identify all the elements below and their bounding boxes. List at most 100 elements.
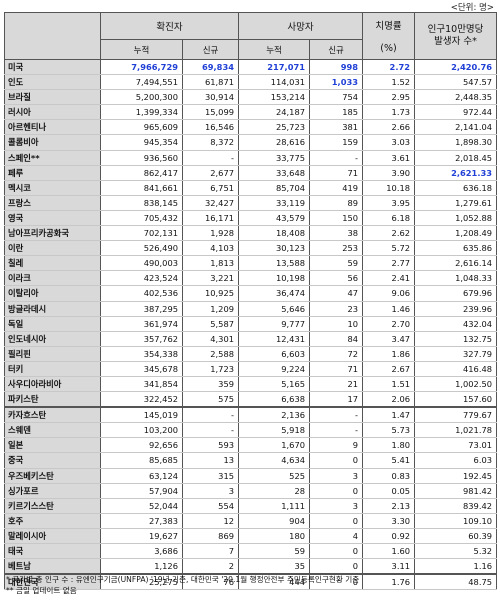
per100k-cell: 1,048.33 bbox=[414, 270, 498, 287]
table-row: 인도 7,494,551 61,871 114,031 1,033 1.52 547.57 bbox=[4, 74, 498, 91]
country-cell: 이란 bbox=[4, 240, 101, 257]
per100k-cell: 2,621.33 bbox=[414, 165, 498, 181]
deaths-new-cell: 0 bbox=[309, 513, 364, 529]
confirmed-cumulative-cell: 841,661 bbox=[100, 180, 183, 196]
country-cell: 페루 bbox=[4, 165, 101, 181]
deaths-new-cell: 4 bbox=[309, 528, 364, 545]
deaths-cumulative-cell: 153,214 bbox=[238, 89, 311, 106]
footnote-population: * 국가별 총 인구 수 : 유엔인구기금(UNFPA) '19년 기준, 대한… bbox=[6, 575, 360, 584]
deaths-new-cell: - bbox=[309, 406, 364, 424]
table-row: 독일 361,974 5,587 9,777 10 2.70 432.04 bbox=[4, 316, 498, 332]
deaths-new-cell: 159 bbox=[309, 134, 364, 151]
confirmed-new-cell: 69,834 bbox=[181, 59, 240, 76]
country-cell: 브라질 bbox=[4, 89, 101, 106]
fatality-rate-cell: 2.41 bbox=[362, 270, 416, 287]
deaths-new-cell: 185 bbox=[309, 104, 364, 121]
confirmed-new-cell: 32,427 bbox=[181, 195, 240, 211]
confirmed-cumulative-cell: 357,762 bbox=[100, 331, 183, 347]
deaths-new-cell: 38 bbox=[309, 225, 364, 242]
per100k-cell: 192.45 bbox=[414, 468, 498, 484]
per100k-cell: 1.16 bbox=[414, 558, 498, 575]
deaths-cumulative-cell: 33,775 bbox=[238, 150, 311, 166]
deaths-cumulative-cell: 5,646 bbox=[238, 301, 311, 317]
fatality-rate-cell: 1.76 bbox=[362, 573, 416, 591]
deaths-cumulative-cell: 6,638 bbox=[238, 391, 311, 408]
fatality-rate-cell: 3.47 bbox=[362, 331, 416, 347]
confirmed-new-cell: 16,171 bbox=[181, 210, 240, 227]
confirmed-cumulative-cell: 5,200,300 bbox=[100, 89, 183, 106]
country-cell: 스웨덴 bbox=[4, 422, 101, 439]
deaths-cumulative-cell: 180 bbox=[238, 528, 311, 545]
table-row: 이라크 423,524 3,221 10,198 56 2.41 1,048.33 bbox=[4, 270, 498, 287]
country-cell: 프랑스 bbox=[4, 195, 101, 211]
deaths-new-cell: 17 bbox=[309, 391, 364, 408]
confirmed-new-cell: 575 bbox=[181, 391, 240, 408]
fatality-rate-cell: 2.77 bbox=[362, 255, 416, 272]
table-row: 스웨덴 103,200-5,918-5.73 1,021.78 bbox=[4, 422, 498, 439]
confirmed-new-cell: 76 bbox=[181, 573, 240, 591]
per100k-cell: 60.39 bbox=[414, 528, 498, 545]
table-row: 태국 3,686 7 59 0 1.60 5.32 bbox=[4, 543, 498, 560]
deaths-cumulative-cell: 2,136 bbox=[238, 406, 311, 424]
confirmed-cumulative-cell: 103,200 bbox=[100, 422, 183, 439]
table-row: 프랑스 838,145 32,427 33,119 89 3.95 1,279.61 bbox=[4, 195, 498, 211]
confirmed-new-cell: 61,871 bbox=[181, 74, 240, 91]
deaths-new-cell: 0 bbox=[309, 573, 364, 591]
country-cell: 대한민국 bbox=[4, 573, 101, 591]
confirmed-new-cell: 1,813 bbox=[181, 255, 240, 272]
fatality-rate-cell: 3.61 bbox=[362, 150, 416, 166]
confirmed-cumulative-cell: 85,685 bbox=[100, 452, 183, 469]
confirmed-new-cell: 315 bbox=[181, 468, 240, 484]
confirmed-new-cell: 4,301 bbox=[181, 331, 240, 347]
per100k-cell: 109.10 bbox=[414, 513, 498, 529]
confirmed-new-cell: 16,546 bbox=[181, 119, 240, 136]
confirmed-cumulative-cell: 63,124 bbox=[100, 468, 183, 484]
confirmed-new-cell: 13 bbox=[181, 452, 240, 469]
confirmed-cumulative-cell: 7,494,551 bbox=[100, 74, 183, 91]
table-row: 키르기스스탄 52,044 554 1,111 3 2.13 839.42 bbox=[4, 498, 498, 514]
table-row: 우즈베키스탄 63,124 315 525 3 0.83 192.45 bbox=[4, 468, 498, 484]
confirmed-cumulative-header: 누적 bbox=[100, 39, 183, 60]
table-row: 미국 7,966,729 69,834 217,071 998 2.72 2,420.76 bbox=[4, 59, 498, 76]
footnote-no-update: ** 금일 업데이트 없음 bbox=[6, 586, 77, 595]
deaths-cumulative-cell: 43,579 bbox=[238, 210, 311, 227]
deaths-cumulative-cell: 114,031 bbox=[238, 74, 311, 91]
deaths-cumulative-cell: 5,165 bbox=[238, 376, 311, 393]
fatality-rate-cell: 2.95 bbox=[362, 89, 416, 106]
footnotes: * 국가별 총 인구 수 : 유엔인구기금(UNFPA) '19년 기준, 대한… bbox=[6, 574, 359, 596]
per100k-cell: 779.67 bbox=[414, 406, 498, 424]
country-cell: 키르기스스탄 bbox=[4, 498, 101, 514]
deaths-cumulative-cell: 1,111 bbox=[238, 498, 311, 514]
confirmed-new-cell: 8,372 bbox=[181, 134, 240, 151]
confirmed-new-header: 신규 bbox=[181, 39, 240, 60]
table-row: 브라질 5,200,300 30,914 153,214 754 2.95 2,448.35 bbox=[4, 89, 498, 106]
deaths-new-cell: 59 bbox=[309, 255, 364, 272]
confirmed-new-cell: 1,928 bbox=[181, 225, 240, 242]
table-row: 남아프리카공화국 702,131 1,928 18,408 38 2.62 1,208.49 bbox=[4, 225, 498, 242]
deaths-new-cell: 3 bbox=[309, 498, 364, 514]
country-cell: 칠레 bbox=[4, 255, 101, 272]
confirmed-cumulative-cell: 3,686 bbox=[100, 543, 183, 560]
per100k-cell: 981.42 bbox=[414, 483, 498, 499]
country-cell: 미국 bbox=[4, 59, 101, 76]
table-row: 러시아 1,399,334 15,099 24,187 185 1.73 972.44 bbox=[4, 104, 498, 121]
fatality-rate-cell: 1.60 bbox=[362, 543, 416, 560]
table-row: 영국 705,432 16,171 43,579 150 6.18 1,052.88 bbox=[4, 210, 498, 227]
deaths-cumulative-cell: 59 bbox=[238, 543, 311, 560]
country-cell: 인도 bbox=[4, 74, 101, 91]
country-cell: 베트남 bbox=[4, 558, 101, 575]
confirmed-header: 확진자 bbox=[99, 12, 240, 40]
fatality-rate-cell: 1.51 bbox=[362, 376, 416, 393]
table-row: 페루 862,417 2,677 33,648 71 3.90 2,621.33 bbox=[4, 165, 498, 181]
table-row: 스페인** 936,560-33,775-3.61 2,018.45 bbox=[4, 150, 498, 166]
per100k-cell: 1,279.61 bbox=[414, 195, 498, 211]
confirmed-new-cell: 1,723 bbox=[181, 361, 240, 377]
deaths-new-cell: 253 bbox=[309, 240, 364, 257]
deaths-new-cell: 0 bbox=[309, 543, 364, 560]
per100k-cell: 5.32 bbox=[414, 543, 498, 560]
deaths-new-cell: 84 bbox=[309, 331, 364, 347]
deaths-header: 사망자 bbox=[238, 12, 364, 40]
covid-stats-table: 확진자 사망자 치명률 (%) 인구10만명당 발생자 수* 누적 신규 누적 … bbox=[4, 12, 498, 591]
confirmed-new-cell: 12 bbox=[181, 513, 240, 529]
per100k-cell: 2,141.04 bbox=[414, 119, 498, 136]
